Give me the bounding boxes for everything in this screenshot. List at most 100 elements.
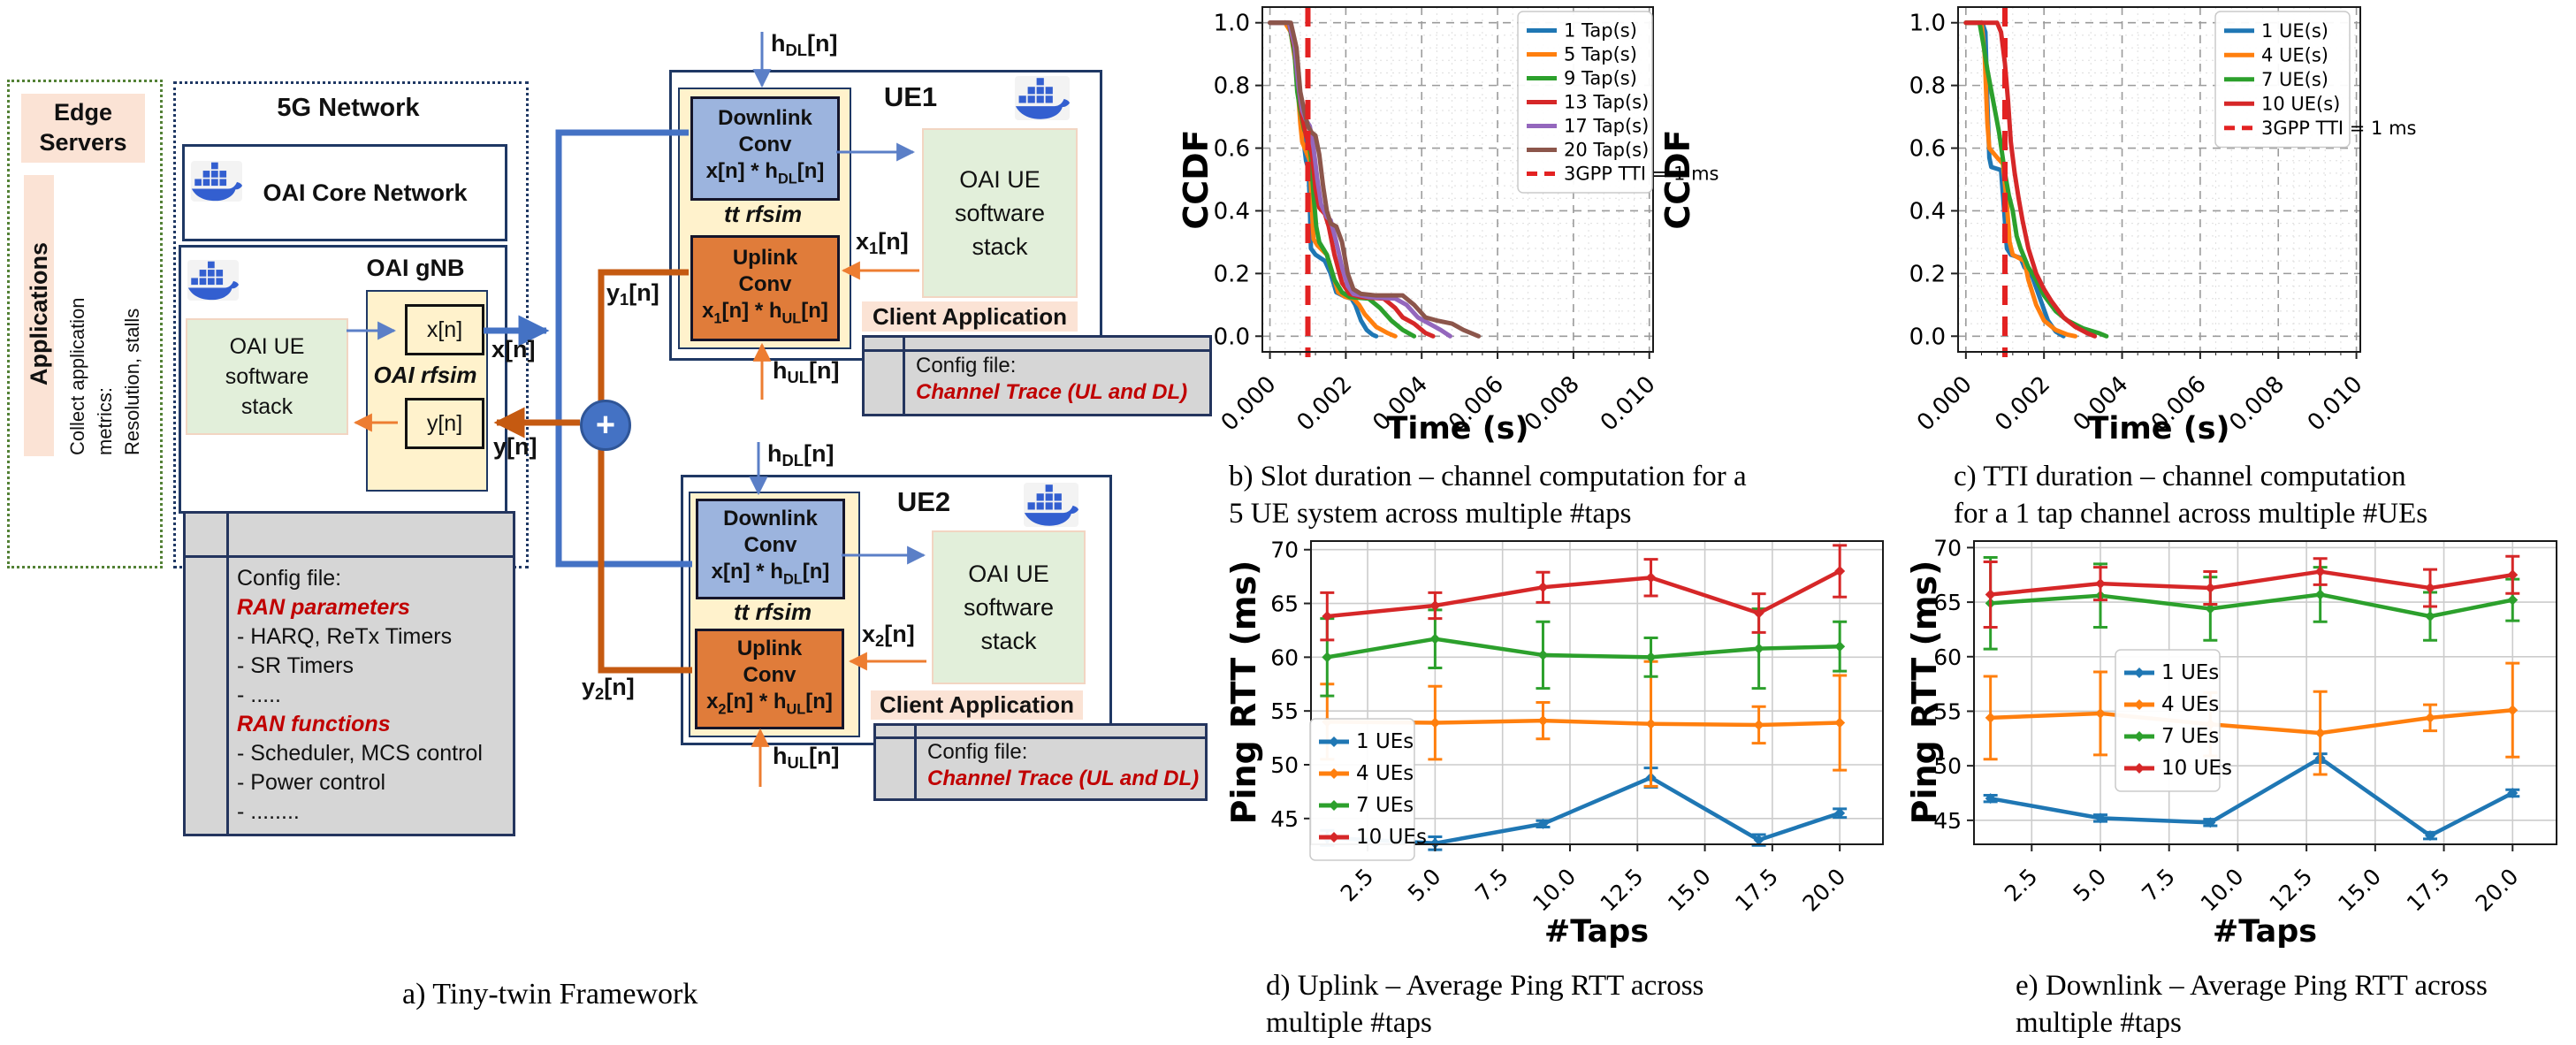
gnb-config-box <box>183 511 515 836</box>
svg-text:3GPP TTI = 1 ms: 3GPP TTI = 1 ms <box>2261 118 2417 139</box>
ue1-tt-rfsim-label: tt rfsim <box>723 200 803 227</box>
svg-text:65: 65 <box>1933 590 1962 615</box>
svg-text:20.0: 20.0 <box>2471 864 2524 917</box>
svg-text:1 UE(s): 1 UE(s) <box>2261 20 2328 42</box>
svg-text:12.5: 12.5 <box>2264 864 2317 917</box>
label-x1n: x1[n] <box>856 228 909 257</box>
caption-e: e) Downlink – Average Ping RTT across mu… <box>2016 970 2488 1040</box>
svg-text:0.4: 0.4 <box>1909 198 1946 225</box>
svg-text:0.002: 0.002 <box>1990 371 2055 437</box>
chart-uplink-rtt: 2.5 5.0 7.5 10.0 12.5 15.0 17.5 20.0 45 50 55 60 65 7… <box>1229 538 1884 950</box>
chart-downlink-rtt: 2.5 5.0 7.5 10.0 12.5 15.0 17.5 20.0 45 50 55 60 65 7… <box>1909 535 2557 950</box>
caption-b: b) Slot duration – channel computation f… <box>1229 461 1747 530</box>
ue1-stack-box: OAI UE software stack <box>922 128 1078 298</box>
xn-box: x[n] <box>405 304 484 355</box>
edge-servers-title: Edge Servers <box>21 94 145 163</box>
svg-text:13 Tap(s): 13 Tap(s) <box>1564 92 1649 113</box>
label-y2n: y2[n] <box>582 674 635 703</box>
svg-text:65: 65 <box>1270 591 1299 617</box>
svg-text:0.6: 0.6 <box>1909 136 1946 163</box>
label-hdl-ue1: hDL[n] <box>771 30 838 59</box>
svg-text:17.5: 17.5 <box>1730 864 1783 917</box>
svg-text:50: 50 <box>1270 752 1299 778</box>
svg-text:0.2: 0.2 <box>1214 261 1250 287</box>
svg-text:15.0: 15.0 <box>1663 864 1716 917</box>
svg-text:4 UEs: 4 UEs <box>2161 693 2219 716</box>
label-yn: y[n] <box>493 433 537 460</box>
svg-text:2.5: 2.5 <box>1336 864 1379 907</box>
svg-text:10.0: 10.0 <box>2196 864 2249 917</box>
svg-text:9 Tap(s): 9 Tap(s) <box>1564 68 1637 89</box>
config-divider <box>903 338 905 414</box>
svg-text:0.008: 0.008 <box>2224 371 2290 437</box>
sum-node: + <box>580 400 631 451</box>
svg-text:Ping RTT (ms): Ping RTT (ms) <box>1909 561 1944 825</box>
label-hdl-ue2: hDL[n] <box>767 440 835 469</box>
svg-text:55: 55 <box>1270 698 1299 724</box>
5g-network-title: 5G Network <box>277 93 420 122</box>
applications-label: Applications <box>26 242 52 386</box>
ue2-uplink-conv: Uplink Conv x2[n] * hUL[n] <box>695 629 844 729</box>
svg-text:7.5: 7.5 <box>1470 864 1513 907</box>
oai-rfsim-label: OAI rfsim <box>373 361 477 388</box>
svg-text:0.008: 0.008 <box>1520 371 1585 437</box>
svg-text:7 UEs: 7 UEs <box>1356 794 1414 817</box>
downlink-formula: x[n] * hDL[n] <box>711 559 830 588</box>
svg-text:60: 60 <box>1933 645 1962 670</box>
svg-text:0.010: 0.010 <box>1596 371 1661 437</box>
svg-text:1 Tap(s): 1 Tap(s) <box>1564 20 1637 42</box>
docker-icon <box>191 161 242 202</box>
svg-text:Ping RTT (ms): Ping RTT (ms) <box>1229 561 1263 825</box>
svg-text:55: 55 <box>1933 698 1962 724</box>
svg-text:17.5: 17.5 <box>2402 864 2455 917</box>
svg-text:0.0: 0.0 <box>1909 324 1946 350</box>
label-x2n: x2[n] <box>862 621 915 650</box>
ue2-title: UE2 <box>896 486 951 517</box>
caption-c: c) TTI duration – channel computation fo… <box>1954 461 2428 530</box>
label-xn: x[n] <box>492 336 536 362</box>
yn-box: y[n] <box>405 398 484 449</box>
ue2-client-application: Client Application <box>871 690 1083 720</box>
config-divider <box>865 349 1209 352</box>
uplink-formula: x2[n] * hUL[n] <box>706 689 833 718</box>
caption-a: a) Tiny-twin Framework <box>402 978 698 1011</box>
svg-text:70: 70 <box>1933 535 1962 561</box>
svg-text:0.0: 0.0 <box>1214 324 1250 350</box>
svg-text:4 UE(s): 4 UE(s) <box>2261 44 2328 65</box>
svg-text:60: 60 <box>1270 645 1299 670</box>
edge-servers-box <box>7 80 163 568</box>
svg-text:0.8: 0.8 <box>1909 73 1946 100</box>
config-divider <box>226 514 229 834</box>
svg-text:5.0: 5.0 <box>2069 864 2112 907</box>
chart-slot-duration-ccdf: 0.000 0.002 0.004 0.006 0.008 0.0100.00.20.40… <box>1177 6 1719 446</box>
svg-text:10 UE(s): 10 UE(s) <box>2261 93 2340 114</box>
chart-tti-duration-ccdf: 0.000 0.002 0.004 0.006 0.008 0.0100.00.20.40… <box>1662 6 2417 446</box>
svg-text:0.4: 0.4 <box>1214 198 1250 225</box>
svg-text:1.0: 1.0 <box>1214 11 1250 37</box>
svg-text:17 Tap(s): 17 Tap(s) <box>1564 116 1649 137</box>
ue1-uplink-conv: Uplink Conv x1[n] * hUL[n] <box>690 235 840 341</box>
svg-text:7.5: 7.5 <box>2137 864 2180 907</box>
svg-text:0.010: 0.010 <box>2303 371 2368 437</box>
svg-text:3GPP TTI = 1 ms: 3GPP TTI = 1 ms <box>1564 164 1719 185</box>
ue1-downlink-conv: Downlink Conv x[n] * hDL[n] <box>690 96 840 201</box>
config-divider <box>186 555 513 558</box>
svg-text:12.5: 12.5 <box>1596 864 1649 917</box>
ue2-tt-rfsim-label: tt rfsim <box>733 598 812 625</box>
oai-gnb-title: OAI gNB <box>366 254 465 281</box>
applications-strip <box>24 175 54 456</box>
svg-text:15.0: 15.0 <box>2333 864 2386 917</box>
ue1-client-application: Client Application <box>862 301 1078 332</box>
label-y1n: y1[n] <box>606 279 659 309</box>
svg-text:70: 70 <box>1270 538 1299 563</box>
ue2-config-box: Config file: Channel Trace (UL and DL) <box>873 723 1208 801</box>
svg-text:0.2: 0.2 <box>1909 261 1946 287</box>
svg-text:50: 50 <box>1933 753 1962 779</box>
gnb-ue-stack-box: OAI UE software stack <box>186 318 348 435</box>
svg-text:#Taps: #Taps <box>1544 914 1649 950</box>
config-divider <box>914 726 917 798</box>
svg-text:20.0: 20.0 <box>1798 864 1851 917</box>
ue1-config-text: Config file: Channel Trace (UL and DL) <box>916 354 1188 404</box>
config-divider <box>876 736 1205 739</box>
